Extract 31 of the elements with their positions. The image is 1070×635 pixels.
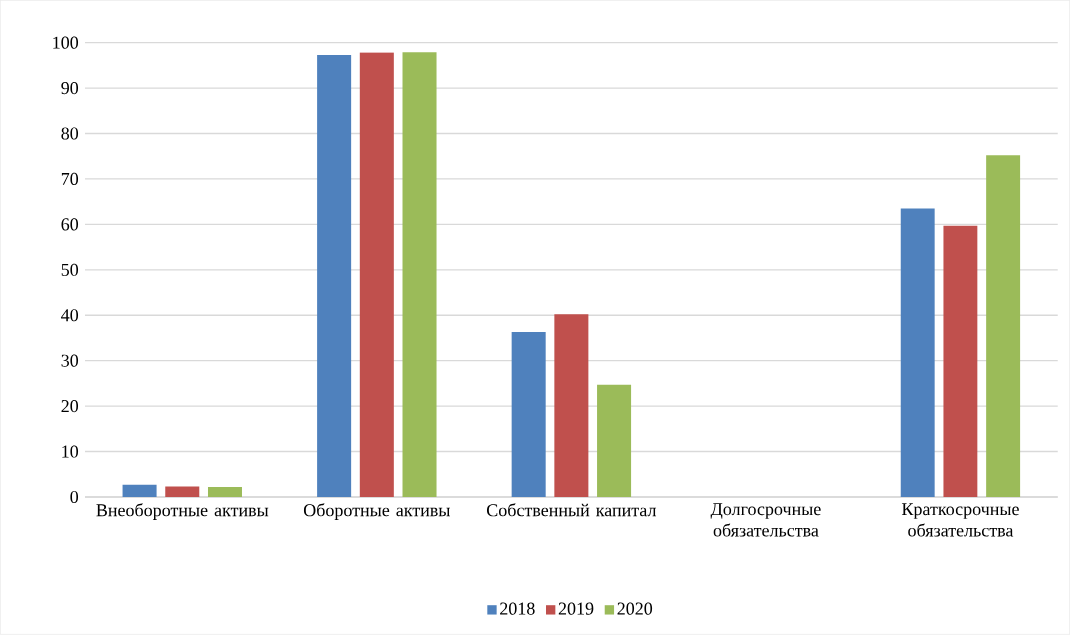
y-tick-label: 90 bbox=[61, 82, 79, 95]
x-tick-label: Внеоборотные активы bbox=[96, 503, 269, 521]
bar bbox=[165, 486, 200, 498]
bar bbox=[986, 155, 1021, 498]
y-tick-label: 60 bbox=[61, 218, 79, 231]
y-tick-label: 70 bbox=[61, 172, 79, 186]
legend-label: 2018 bbox=[500, 602, 535, 615]
bar bbox=[359, 52, 394, 498]
y-tick-label: 50 bbox=[61, 263, 79, 277]
y-tick-label: 80 bbox=[61, 127, 79, 140]
x-tick-label: Долгосрочные обязательства bbox=[710, 503, 821, 537]
x-tick-label: Собственный капитал bbox=[486, 503, 657, 517]
y-tick-label: 20 bbox=[61, 400, 79, 413]
bar bbox=[402, 52, 437, 498]
y-tick-label: 30 bbox=[61, 354, 79, 367]
bar bbox=[122, 484, 157, 498]
x-tick-label: Краткосрочные обязательства bbox=[901, 503, 1019, 537]
bar bbox=[943, 225, 978, 498]
x-tick-label: Оборотные активы bbox=[303, 503, 450, 521]
bar bbox=[597, 384, 632, 498]
y-tick-label: 0 bbox=[70, 491, 79, 504]
y-tick-label: 100 bbox=[53, 36, 79, 49]
bar bbox=[511, 332, 546, 498]
legend-label: 2019 bbox=[558, 602, 594, 615]
y-tick-label: 40 bbox=[61, 309, 79, 322]
legend-label: 2020 bbox=[617, 602, 653, 615]
y-tick-label: 10 bbox=[62, 445, 79, 458]
bar bbox=[207, 487, 242, 498]
bar bbox=[900, 208, 935, 498]
bar bbox=[554, 314, 589, 498]
bar bbox=[317, 55, 352, 498]
